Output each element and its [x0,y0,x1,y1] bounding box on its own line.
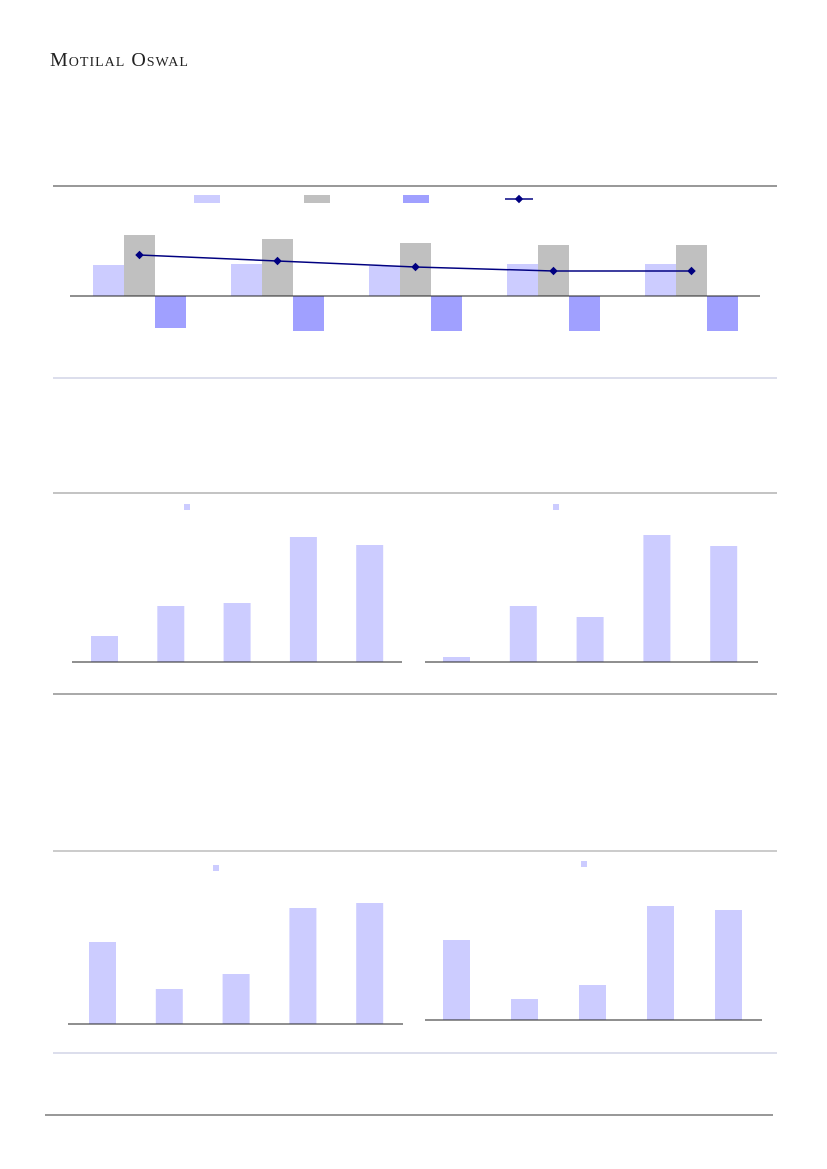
bar [715,910,742,1020]
bar [91,636,118,662]
bar [579,985,606,1020]
bar [509,606,537,662]
bar [293,296,324,331]
line-marker [549,266,558,276]
brand: Motilal Oswal [50,49,189,71]
legend-swatch [581,861,587,867]
legend-swatch [403,195,429,203]
bar [289,908,317,1024]
bar [443,657,470,662]
bar [507,264,538,296]
bar [157,606,185,662]
legend-swatch [304,195,330,203]
bar [89,942,116,1024]
bar [710,546,738,662]
bar [289,537,317,662]
legend-swatch [194,195,220,203]
bar [155,989,183,1024]
bar [222,974,250,1024]
line-marker [135,250,144,260]
bar [369,266,400,296]
bar [707,296,738,331]
legend-swatch [213,865,219,871]
bar [443,940,470,1020]
bar [231,264,262,296]
legend-swatch [184,504,190,510]
bar [511,999,538,1020]
line-marker [273,256,282,266]
line-marker [687,266,696,276]
bar [643,535,671,662]
legend-swatch [553,504,559,510]
bar [155,296,186,328]
bar [647,906,674,1020]
bar [356,903,384,1024]
line-marker [411,262,420,272]
bar [124,235,155,296]
bar [93,265,124,296]
bar [262,239,293,296]
bar [645,264,676,296]
legend-marker [514,194,524,204]
bar [356,545,384,662]
bar [569,296,600,331]
bar [576,617,604,662]
bar [431,296,462,331]
bar [223,603,251,662]
